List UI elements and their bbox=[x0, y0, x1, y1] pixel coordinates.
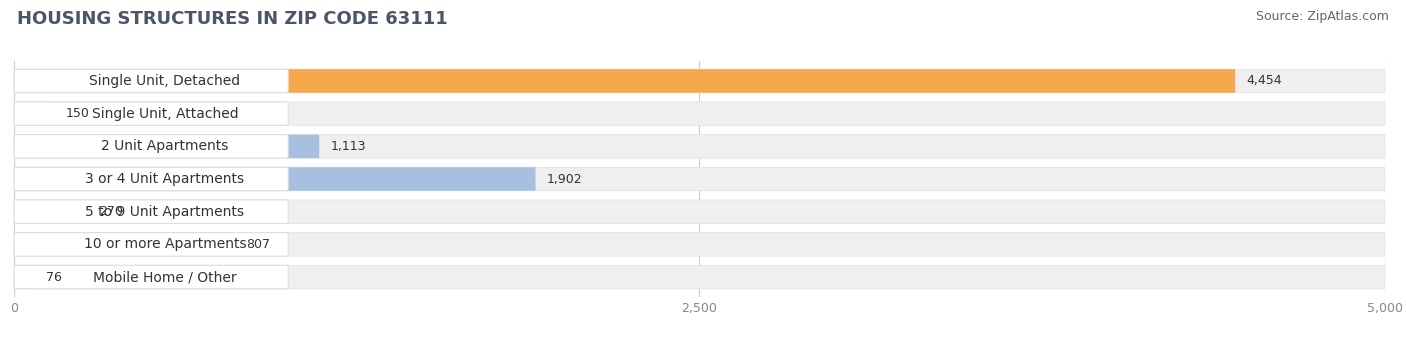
FancyBboxPatch shape bbox=[14, 102, 288, 125]
Text: 10 or more Apartments: 10 or more Apartments bbox=[83, 237, 246, 251]
FancyBboxPatch shape bbox=[14, 69, 1236, 93]
FancyBboxPatch shape bbox=[14, 135, 319, 158]
Text: Single Unit, Detached: Single Unit, Detached bbox=[90, 74, 240, 88]
Text: 2 Unit Apartments: 2 Unit Apartments bbox=[101, 139, 229, 153]
Text: 270: 270 bbox=[98, 205, 122, 218]
FancyBboxPatch shape bbox=[14, 69, 288, 93]
Text: 3 or 4 Unit Apartments: 3 or 4 Unit Apartments bbox=[86, 172, 245, 186]
Text: 4,454: 4,454 bbox=[1246, 74, 1282, 88]
Text: 1,113: 1,113 bbox=[330, 140, 366, 153]
Text: Source: ZipAtlas.com: Source: ZipAtlas.com bbox=[1256, 10, 1389, 23]
Text: Mobile Home / Other: Mobile Home / Other bbox=[93, 270, 236, 284]
FancyBboxPatch shape bbox=[14, 167, 1385, 191]
FancyBboxPatch shape bbox=[14, 135, 288, 158]
FancyBboxPatch shape bbox=[14, 200, 288, 223]
Text: 76: 76 bbox=[46, 270, 62, 284]
FancyBboxPatch shape bbox=[14, 167, 288, 191]
FancyBboxPatch shape bbox=[14, 69, 1385, 93]
FancyBboxPatch shape bbox=[14, 265, 288, 289]
Text: 1,902: 1,902 bbox=[547, 173, 582, 186]
FancyBboxPatch shape bbox=[14, 102, 1385, 125]
FancyBboxPatch shape bbox=[14, 265, 35, 289]
Text: 5 to 9 Unit Apartments: 5 to 9 Unit Apartments bbox=[86, 205, 245, 219]
Text: HOUSING STRUCTURES IN ZIP CODE 63111: HOUSING STRUCTURES IN ZIP CODE 63111 bbox=[17, 10, 447, 28]
FancyBboxPatch shape bbox=[14, 200, 89, 223]
FancyBboxPatch shape bbox=[14, 233, 288, 256]
Text: Single Unit, Attached: Single Unit, Attached bbox=[91, 107, 238, 121]
FancyBboxPatch shape bbox=[14, 135, 1385, 158]
Text: 807: 807 bbox=[246, 238, 270, 251]
FancyBboxPatch shape bbox=[14, 233, 235, 256]
FancyBboxPatch shape bbox=[14, 102, 55, 125]
FancyBboxPatch shape bbox=[14, 265, 1385, 289]
Text: 150: 150 bbox=[66, 107, 90, 120]
FancyBboxPatch shape bbox=[14, 167, 536, 191]
FancyBboxPatch shape bbox=[14, 200, 1385, 223]
FancyBboxPatch shape bbox=[14, 233, 1385, 256]
